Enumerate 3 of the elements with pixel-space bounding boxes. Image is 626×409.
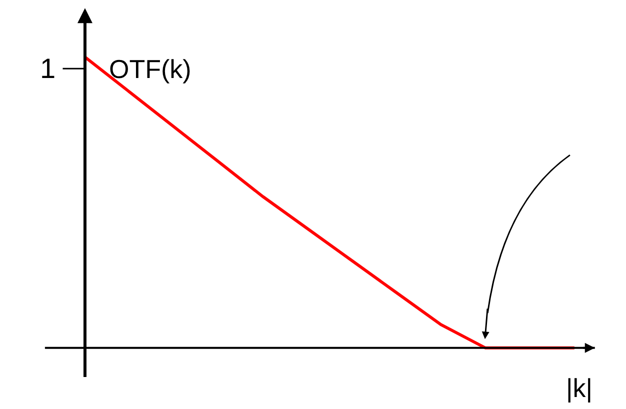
annotation: 1 xyxy=(40,53,56,84)
x-axis-title: |k| xyxy=(566,373,593,403)
y-axis-title: OTF(k) xyxy=(109,54,192,84)
